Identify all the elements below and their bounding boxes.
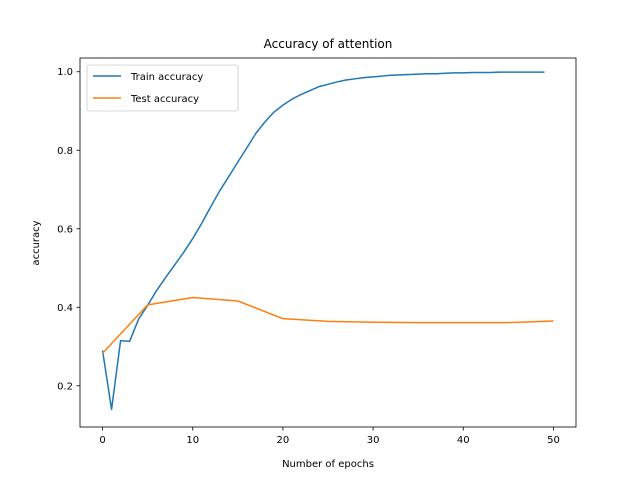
- x-tick-label: 10: [186, 435, 199, 446]
- series-line-train-accuracy: [101, 71, 545, 411]
- plot-area: [101, 71, 554, 411]
- y-tick-label: 1.0: [57, 67, 73, 78]
- y-tick-label: 0.4: [57, 303, 73, 314]
- axes-frame: [79, 57, 577, 428]
- legend-label: Train accuracy: [130, 72, 203, 83]
- legend-label: Test accuracy: [130, 94, 199, 105]
- legend-box: [86, 64, 239, 112]
- y-tick-label: 0.2: [57, 381, 73, 392]
- y-axis-title: accuracy: [31, 220, 42, 265]
- chart-title: Accuracy of attention: [264, 37, 393, 51]
- x-tick-label: 40: [457, 435, 470, 446]
- x-axis-title: Number of epochs: [282, 459, 374, 470]
- legend: Train accuracy Test accuracy: [86, 64, 239, 112]
- y-tick-label: 0.6: [57, 224, 73, 235]
- y-tick-label: 0.8: [57, 146, 73, 157]
- x-tick-label: 30: [367, 435, 380, 446]
- x-tick-label: 20: [277, 435, 290, 446]
- x-tick-label: 0: [99, 435, 105, 446]
- series-line-test-accuracy: [102, 296, 554, 354]
- x-tick-label: 50: [547, 435, 560, 446]
- y-axis: 0.2 0.4 0.6 0.8 1.0: [57, 67, 80, 392]
- x-axis: 0 10 20 30 40 50: [99, 427, 560, 446]
